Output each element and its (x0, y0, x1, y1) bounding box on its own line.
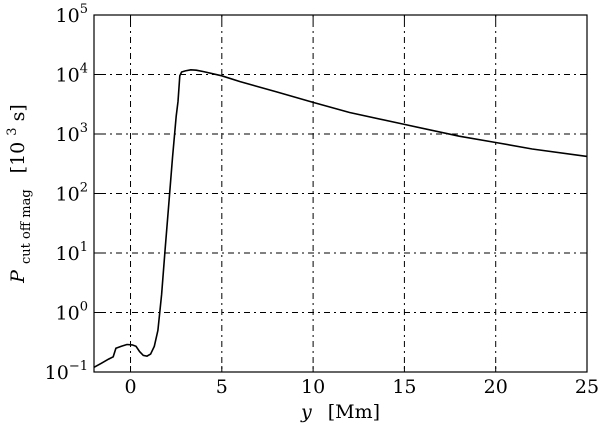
y-tick-base: 10 (56, 65, 80, 87)
x-axis-unit: [Mm] (328, 401, 380, 423)
x-tick-label: 10 (301, 376, 325, 398)
y-axis-subscript: cut off mag (19, 189, 34, 264)
x-tick-label: 0 (124, 376, 136, 398)
y-axis-unit-exponent: 3 (5, 127, 20, 135)
x-axis-label: y [Mm] (300, 401, 380, 423)
y-tick-label: 10−1 (45, 359, 88, 384)
y-axis-label: P cut off mag [10 3 s] (0, 104, 35, 284)
x-tick-label: 20 (484, 376, 508, 398)
x-tick-label: 5 (216, 376, 228, 398)
y-axis-unit-base: [10 (7, 142, 29, 174)
y-tick-label: 103 (56, 121, 88, 146)
x-tick-label: 15 (392, 376, 416, 398)
y-tick-base: 10 (56, 243, 80, 265)
data-line (93, 68, 588, 369)
y-tick-exponent: −1 (69, 359, 88, 374)
y-tick-exponent: 5 (80, 2, 88, 17)
y-tick-label: 100 (56, 300, 88, 325)
x-axis: 0 5 10 15 20 25 (124, 15, 599, 398)
y-tick-exponent: 0 (80, 300, 88, 315)
y-tick-label: 105 (56, 2, 88, 27)
y-tick-base: 10 (56, 303, 80, 325)
y-tick-exponent: 4 (80, 62, 88, 77)
y-tick-exponent: 2 (80, 181, 88, 196)
y-axis-variable: P (7, 269, 29, 284)
y-tick-base: 10 (56, 124, 80, 146)
y-axis-unit-suffix: s] (7, 104, 29, 121)
y-tick-label: 102 (56, 181, 88, 206)
y-tick-base: 10 (56, 5, 80, 27)
y-tick-base: 10 (56, 184, 80, 206)
y-tick-label: 104 (56, 62, 88, 87)
grid-lines (94, 14, 588, 373)
y-tick-base: 10 (45, 362, 69, 384)
x-tick-label: 25 (575, 376, 599, 398)
y-tick-exponent: 1 (80, 240, 88, 255)
x-axis-variable: y (300, 401, 312, 423)
y-tick-label: 101 (56, 240, 88, 265)
y-tick-exponent: 3 (80, 121, 88, 136)
